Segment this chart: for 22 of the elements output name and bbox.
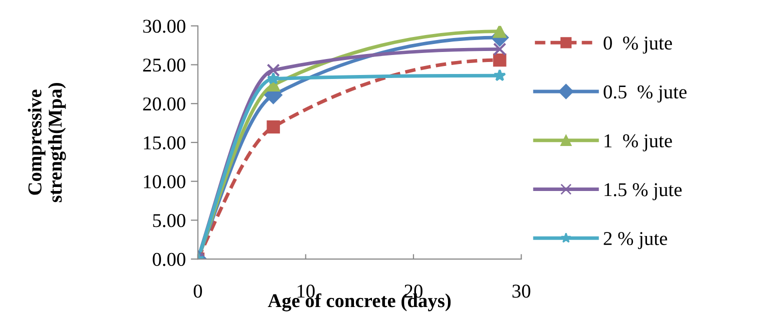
- legend-label: 1 % jute: [604, 134, 672, 152]
- point: [493, 69, 506, 82]
- legend-label: 2 % jute: [604, 232, 668, 250]
- point: [266, 64, 280, 77]
- y-axis-title: Compressive strength(Mpa): [28, 83, 66, 202]
- y-tick-label: 25.00: [143, 58, 186, 72]
- point: [493, 42, 506, 56]
- legend-label: 1.5 % jute: [604, 183, 682, 200]
- point: [493, 53, 506, 67]
- point: [493, 26, 506, 38]
- y-tick-label: 20.00: [143, 97, 186, 111]
- y-tick-label: 30.00: [143, 20, 186, 33]
- x-tick-label: 30: [512, 284, 530, 298]
- y-tick-label: 10.00: [144, 175, 186, 188]
- y-tick-label: 0.00: [152, 252, 186, 266]
- legend-label: 0.5 % jute: [604, 85, 687, 102]
- y-tick-label: 5.00: [153, 214, 186, 228]
- y-tick-label: 15.00: [144, 136, 186, 150]
- point: [267, 72, 280, 84]
- x-tick-label: 0: [194, 284, 202, 298]
- point: [266, 120, 280, 134]
- legend-label: 0 % jute: [604, 36, 672, 54]
